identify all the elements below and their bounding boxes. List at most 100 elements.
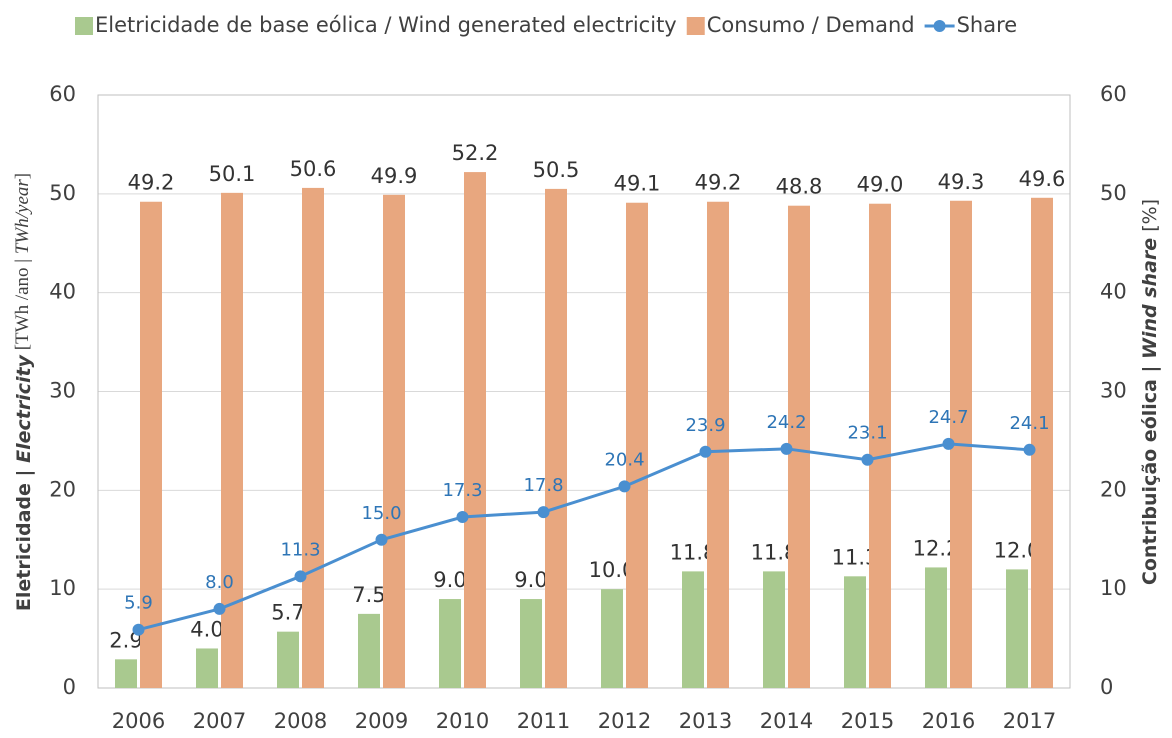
y2-label-part: Wind share (1139, 238, 1161, 359)
data-label: 49.3 (938, 170, 985, 194)
marker (942, 437, 955, 450)
x-tick-label: 2017 (1003, 709, 1056, 733)
y-label-part: TWh/year (12, 179, 33, 255)
y2-tick-label: 50 (1100, 181, 1127, 205)
data-label: 15.0 (361, 503, 401, 524)
data-label: 4.0 (190, 617, 223, 641)
y-label-part: Eletricidade | (13, 463, 35, 611)
data-label: 9.0 (514, 568, 547, 592)
bar (545, 188, 567, 688)
data-label: 24.7 (928, 407, 968, 428)
y2-label-part: [%] (1139, 199, 1161, 238)
bar (844, 576, 866, 688)
bar (302, 187, 324, 689)
legend-swatch (686, 17, 705, 35)
data-label: 49.0 (857, 173, 904, 197)
y2-axis-label: Contribuição eólica | Wind share [%] (1139, 199, 1161, 585)
y2-tick-label: 20 (1100, 477, 1127, 501)
bar (383, 194, 405, 689)
data-label: 49.2 (128, 171, 175, 195)
data-label: 49.6 (1019, 167, 1066, 191)
y-label-part: Electricity (13, 353, 35, 462)
legend-label: Share (957, 13, 1018, 37)
data-label: 23.9 (685, 415, 725, 436)
bar (869, 203, 891, 688)
legend-label: Consumo / Demand (707, 13, 915, 37)
marker (618, 480, 631, 493)
bar (277, 631, 299, 688)
bar (115, 659, 137, 688)
y2-tick-label: 40 (1100, 280, 1127, 304)
marker (213, 602, 226, 615)
marker (375, 533, 388, 546)
bar (439, 599, 461, 688)
data-label: 24.2 (766, 412, 806, 433)
data-label: 50.5 (533, 158, 580, 182)
data-label: 7.5 (352, 583, 385, 607)
y2-tick-label: 60 (1100, 82, 1127, 106)
y2-tick-label: 10 (1100, 576, 1127, 600)
data-label: 49.1 (614, 172, 661, 196)
data-label: 23.1 (847, 423, 887, 444)
marker (456, 511, 469, 524)
data-label: 52.2 (452, 141, 499, 165)
x-tick-label: 2013 (679, 709, 732, 733)
bar (626, 202, 648, 688)
data-label: 17.3 (442, 480, 482, 501)
data-label: 11.3 (280, 539, 320, 560)
bar (1006, 569, 1028, 688)
data-label: 50.1 (209, 162, 256, 186)
bar (601, 589, 623, 688)
x-tick-label: 2007 (193, 709, 246, 733)
data-label: 5.7 (271, 601, 304, 625)
marker (780, 442, 793, 455)
data-label: 48.8 (776, 175, 823, 199)
y-tick-label: 20 (49, 477, 76, 501)
bar (925, 567, 947, 688)
data-label: 20.4 (604, 449, 644, 470)
bar (520, 599, 542, 688)
bar (1031, 197, 1053, 688)
marker (537, 506, 550, 519)
y-tick-label: 50 (49, 181, 76, 205)
y-tick-label: 10 (49, 576, 76, 600)
marker (294, 570, 307, 583)
bar (464, 172, 486, 689)
data-label: 8.0 (205, 572, 234, 593)
y-axis-label: Eletricidade | Electricity [TWh /ano | T… (12, 173, 34, 611)
x-tick-label: 2014 (760, 709, 813, 733)
plot-border (97, 94, 1071, 689)
bar (221, 192, 243, 688)
marker (861, 453, 874, 466)
x-tick-label: 2015 (841, 709, 894, 733)
x-tick-label: 2006 (112, 709, 165, 733)
data-label: 24.1 (1009, 413, 1049, 434)
data-label: 5.9 (124, 593, 153, 614)
x-tick-label: 2009 (355, 709, 408, 733)
data-label: 50.6 (290, 157, 337, 181)
x-tick-label: 2016 (922, 709, 975, 733)
marker (1023, 443, 1036, 456)
bar (763, 571, 785, 688)
data-label: 17.8 (523, 475, 563, 496)
x-tick-label: 2010 (436, 709, 489, 733)
marker (132, 623, 145, 636)
y2-tick-label: 0 (1100, 675, 1113, 699)
bar (140, 201, 162, 689)
x-tick-label: 2008 (274, 709, 327, 733)
marker (699, 445, 712, 458)
y-tick-label: 60 (49, 82, 76, 106)
data-label: 49.2 (695, 171, 742, 195)
bar (196, 648, 218, 688)
bar (358, 613, 380, 688)
legend-swatch (75, 17, 93, 35)
y-tick-label: 0 (63, 675, 76, 699)
x-tick-label: 2011 (517, 709, 570, 733)
x-tick-label: 2012 (598, 709, 651, 733)
legend-swatch (933, 20, 946, 32)
y2-label-part: Contribuição eólica | (1139, 359, 1161, 585)
bar (788, 205, 810, 688)
bar (707, 201, 729, 689)
